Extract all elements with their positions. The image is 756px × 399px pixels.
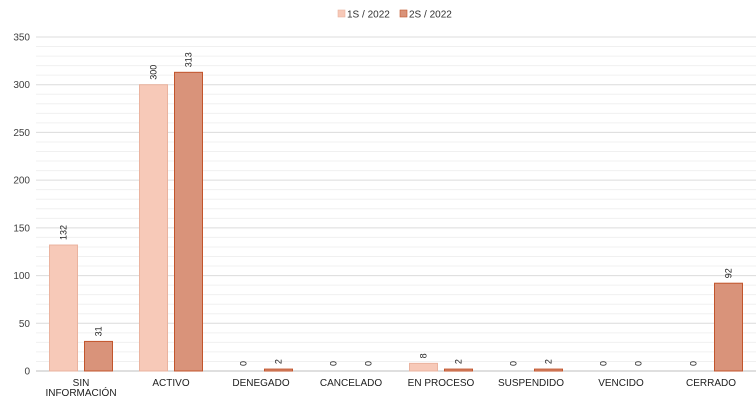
bar xyxy=(444,368,473,372)
data-label: 92 xyxy=(724,268,734,278)
x-category-label: SIN INFORMACIÓN xyxy=(45,378,116,399)
y-tick-label: 100 xyxy=(13,271,30,282)
data-label: 0 xyxy=(689,361,699,366)
y-tick-label: 300 xyxy=(13,80,30,91)
y-tick-label: 350 xyxy=(13,33,30,44)
data-label: 8 xyxy=(419,353,429,358)
bar xyxy=(409,362,438,372)
y-axis: 0 50 100 150 200 250 300 350 xyxy=(13,33,30,378)
x-category-label: DENEGADO xyxy=(232,378,289,389)
x-category-label: SUSPENDIDO xyxy=(498,378,564,389)
bars: 132 31 300 313 0 2 0 0 8 2 0 2 0 0 0 92 xyxy=(49,52,743,372)
bar xyxy=(49,244,78,372)
data-label: 2 xyxy=(544,359,554,364)
legend-label: 2S / 2022 xyxy=(409,10,452,21)
bar xyxy=(534,368,563,372)
data-label: 300 xyxy=(149,65,159,80)
data-label: 0 xyxy=(239,361,249,366)
x-category-label: CANCELADO xyxy=(320,378,382,389)
bar xyxy=(174,71,203,372)
bar xyxy=(714,282,743,372)
data-label: 0 xyxy=(599,361,609,366)
y-tick-label: 250 xyxy=(13,128,30,139)
x-category-label: ACTIVO xyxy=(152,378,189,389)
y-tick-label: 150 xyxy=(13,223,30,234)
data-label: 0 xyxy=(329,361,339,366)
y-tick-label: 50 xyxy=(19,319,31,330)
bar xyxy=(264,368,293,372)
legend-swatch xyxy=(399,9,408,18)
data-label: 2 xyxy=(454,359,464,364)
data-label: 313 xyxy=(184,52,194,67)
y-tick-label: 200 xyxy=(13,176,30,187)
y-tick-label: 0 xyxy=(24,367,30,378)
data-label: 31 xyxy=(94,326,104,336)
data-label: 2 xyxy=(274,359,284,364)
legend-swatch xyxy=(337,9,346,18)
data-label: 132 xyxy=(59,225,69,240)
x-category-label: EN PROCESO xyxy=(408,378,475,389)
x-category-label: CERRADO xyxy=(686,378,736,389)
data-label: 0 xyxy=(509,361,519,366)
x-category-label: VENCIDO xyxy=(598,378,644,389)
data-label: 0 xyxy=(634,361,644,366)
legend-label: 1S / 2022 xyxy=(347,10,390,21)
data-label: 0 xyxy=(364,361,374,366)
x-axis: SIN INFORMACIÓN ACTIVO DENEGADO CANCELADO EN … xyxy=(45,378,736,399)
legend: 1S / 2022 2S / 2022 xyxy=(337,9,452,21)
bar xyxy=(84,340,113,372)
bar xyxy=(139,84,168,372)
